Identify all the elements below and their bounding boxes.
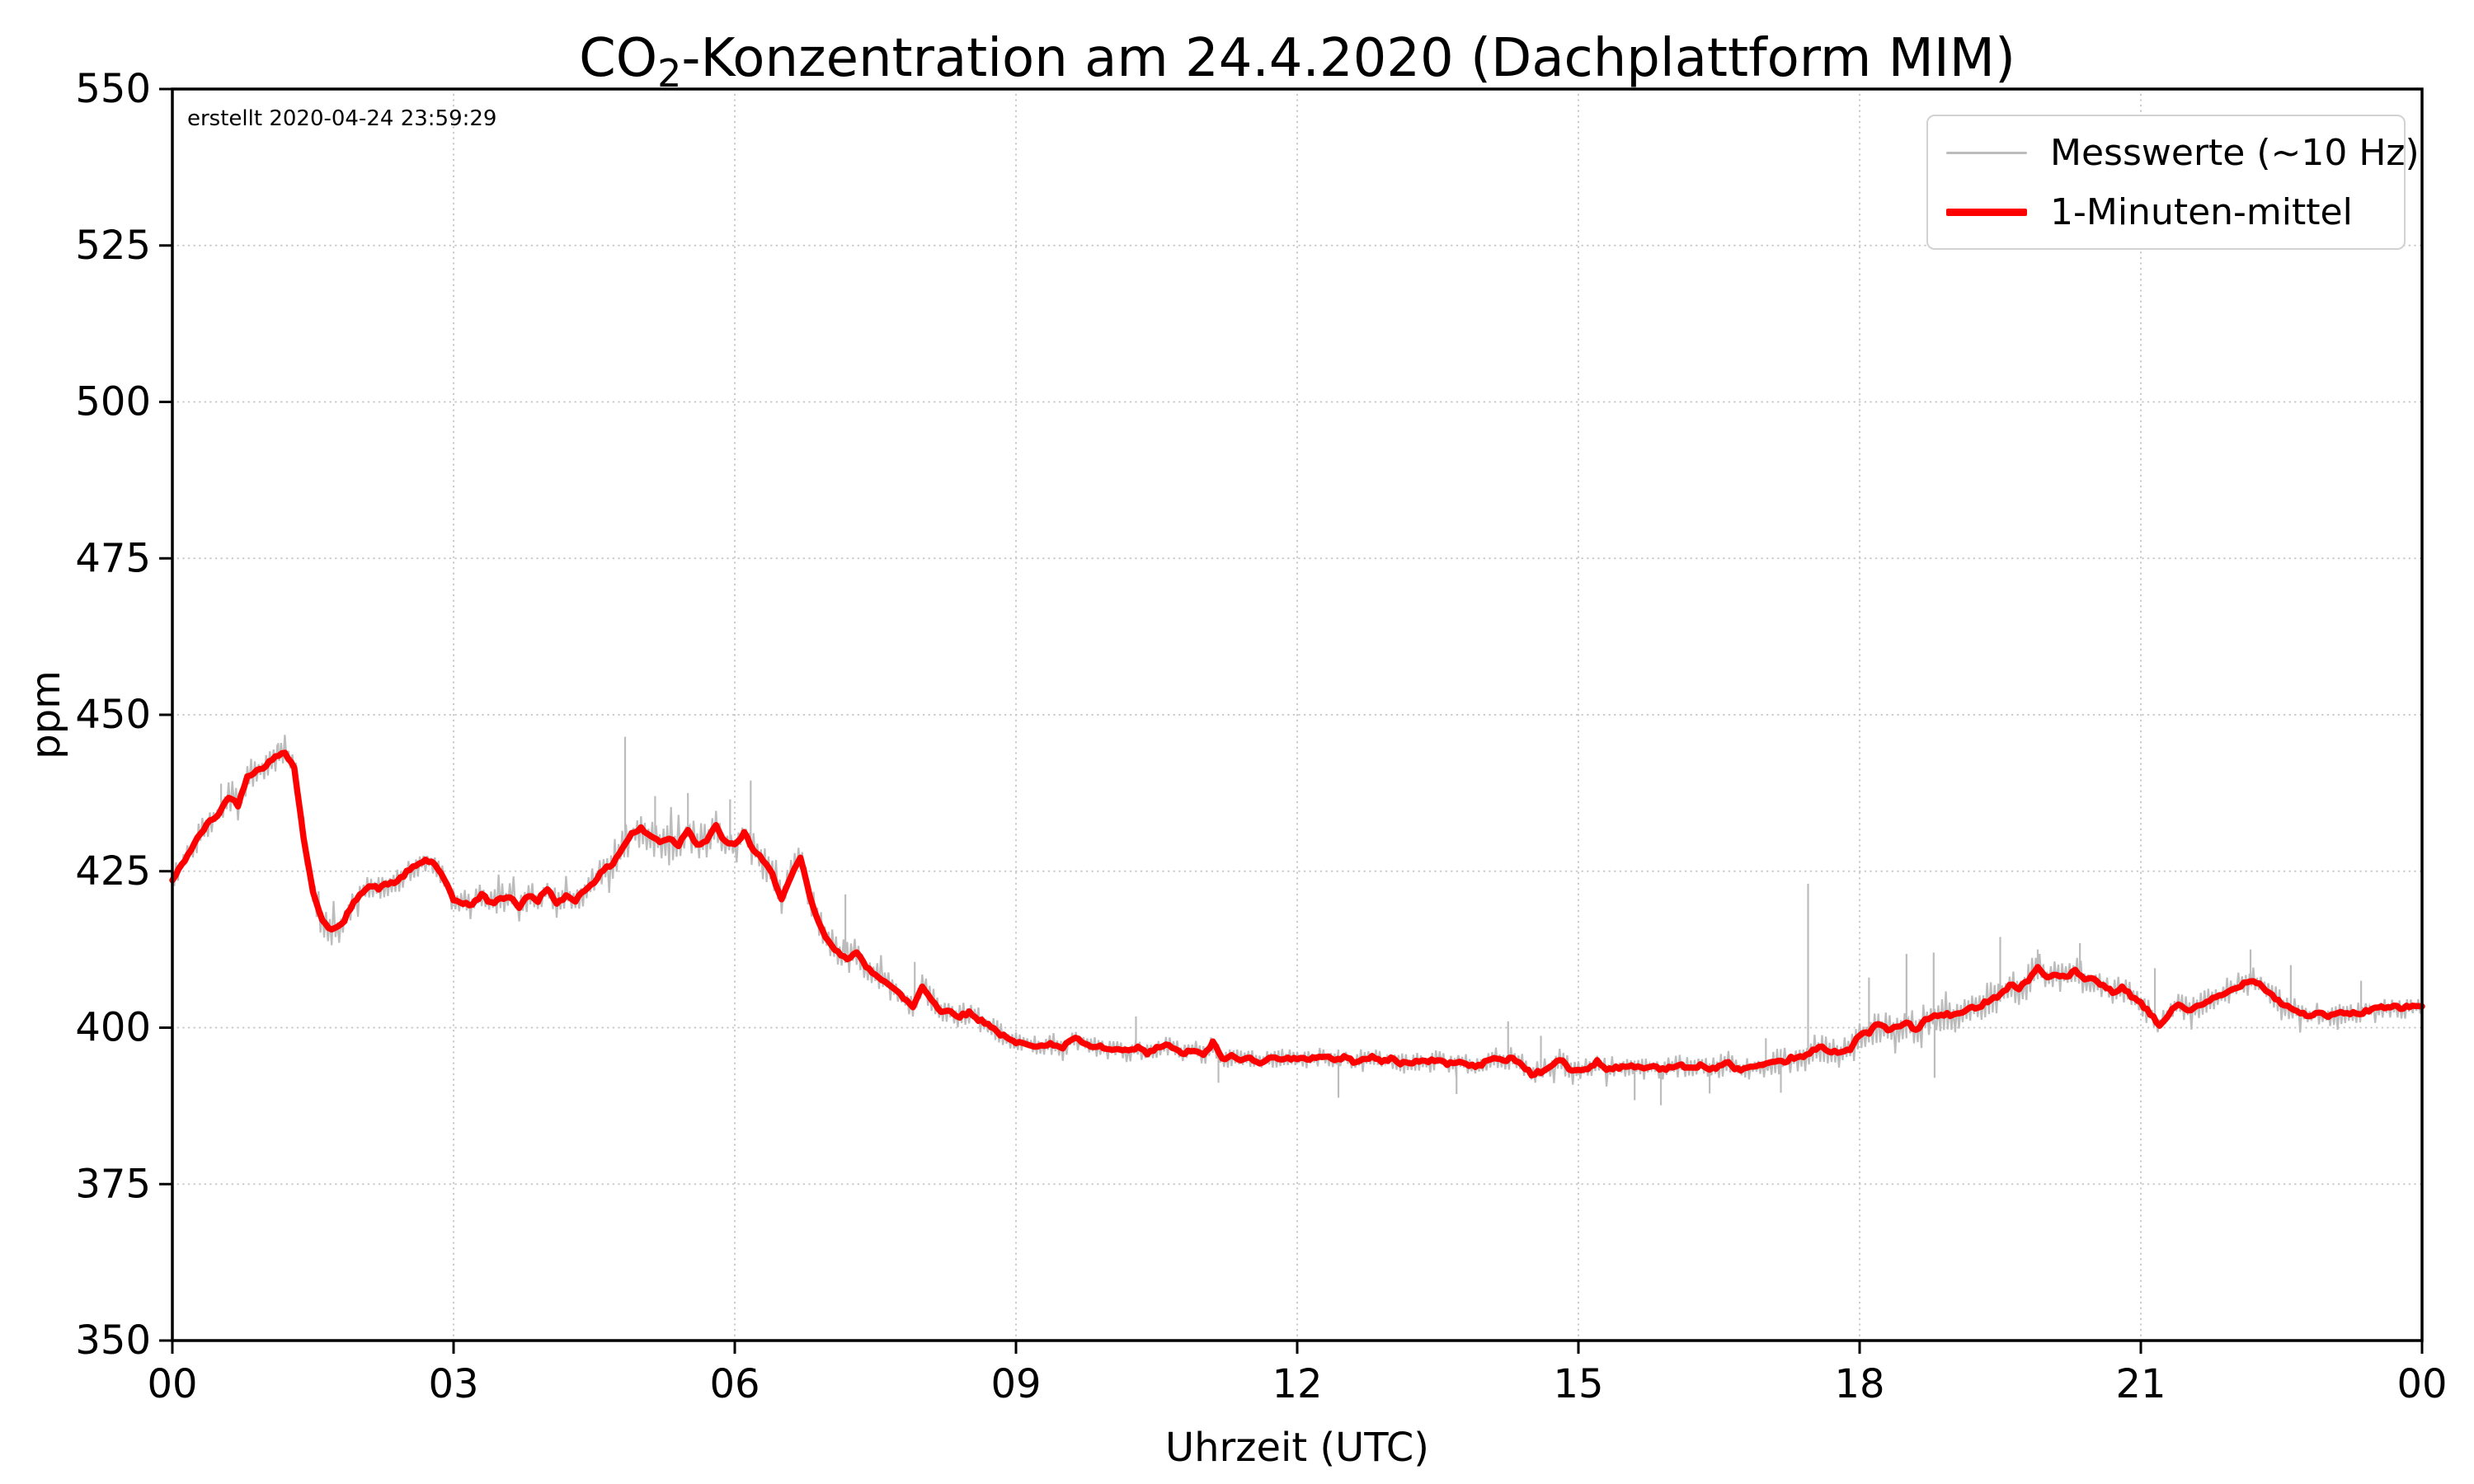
x-tick-label: 12: [1272, 1361, 1322, 1407]
x-tick-label: 00: [147, 1361, 197, 1407]
chart-title: CO2-Konzentration am 24.4.2020 (Dachplat…: [579, 28, 2015, 96]
x-tick-label: 15: [1553, 1361, 1603, 1407]
grid-layer: [172, 88, 2423, 1341]
x-tick-label: 00: [2396, 1361, 2447, 1407]
red-line-sample: [1946, 208, 2027, 216]
x-tick-label: 03: [428, 1361, 478, 1407]
title-prefix: CO: [579, 28, 657, 89]
y-tick-label: 500: [75, 379, 151, 425]
y-axis-label: ppm: [23, 670, 69, 759]
legend-box: Messwerte (~10 Hz) 1-Minuten-mittel: [1926, 115, 2420, 250]
tick-label-layer: 00 03 06 09 12 15 18 21 003503754004254504755005…: [75, 66, 2447, 1407]
y-tick-label: 400: [75, 1005, 151, 1051]
x-tick-label: 09: [990, 1361, 1041, 1407]
legend-label-messwerte: Messwerte (~10 Hz): [2050, 131, 2420, 174]
y-tick-label: 550: [75, 66, 151, 112]
legend-item-messwerte: Messwerte (~10 Hz): [1946, 126, 2420, 179]
x-tick-label: 18: [1834, 1361, 1884, 1407]
x-tick-label: 06: [709, 1361, 760, 1407]
y-tick-label: 375: [75, 1161, 151, 1207]
title-subscript: 2: [657, 51, 681, 96]
y-tick-label: 425: [75, 848, 151, 895]
y-tick-label: 525: [75, 223, 151, 269]
measurement-trace-10hz: [171, 735, 2424, 1106]
x-tick-label: 21: [2115, 1361, 2166, 1407]
created-watermark: erstellt 2020-04-24 23:59:29: [187, 106, 496, 131]
legend-label-minutenmittel: 1-Minuten-mittel: [2050, 190, 2353, 233]
y-tick-label: 475: [75, 535, 151, 581]
series-layer: [169, 735, 2425, 1106]
y-tick-label: 350: [75, 1317, 151, 1364]
y-tick-label: 450: [75, 692, 151, 738]
minute-mean-line: [169, 749, 2425, 1079]
x-axis-label: Uhrzeit (UTC): [1165, 1425, 1429, 1471]
tick-layer: [159, 87, 2424, 1354]
axes-frame: [171, 87, 2424, 1342]
legend-item-minutenmittel: 1-Minuten-mittel: [1946, 186, 2387, 238]
gray-line-sample: [1946, 151, 2027, 154]
title-rest: -Konzentration am 24.4.2020 (Dachplattfo…: [681, 28, 2015, 89]
